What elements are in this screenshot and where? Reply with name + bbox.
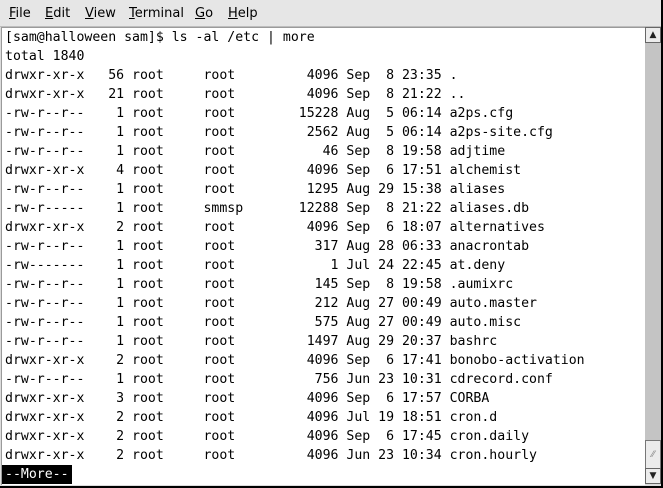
terminal-line: -rw-r--r-- 1 root root 145 Sep 8 19:58 .…: [5, 277, 514, 292]
terminal-line: drwxr-xr-x 2 root root 4096 Sep 6 17:45 …: [5, 429, 530, 444]
vertical-scrollbar[interactable]: ▲ ⁄⁄ ▼: [645, 27, 661, 484]
terminal-line: drwxr-xr-x 3 root root 4096 Sep 6 17:57 …: [5, 391, 490, 406]
terminal-line: -rw------- 1 root root 1 Jul 24 22:45 at…: [5, 258, 506, 273]
scrollbar-thumb[interactable]: ⁄⁄: [645, 440, 661, 470]
terminal-line: -rw-r--r-- 1 root root 317 Aug 28 06:33 …: [5, 239, 530, 254]
menu-terminal[interactable]: Terminal: [129, 6, 184, 21]
terminal-output[interactable]: [sam@halloween sam]$ ls -al /etc | more t…: [1, 27, 645, 485]
terminal-line: -rw-r--r-- 1 root root 1497 Aug 29 20:37…: [5, 334, 498, 349]
menu-view[interactable]: View: [85, 6, 116, 21]
terminal-line: -rw-r--r-- 1 root root 15228 Aug 5 06:14…: [5, 106, 514, 121]
terminal-line: -rw-r----- 1 root smmsp 12288 Sep 8 21:2…: [5, 201, 530, 216]
terminal-line: -rw-r--r-- 1 root root 1295 Aug 29 15:38…: [5, 182, 506, 197]
command-line: [sam@halloween sam]$ ls -al /etc | more: [5, 30, 315, 45]
scroll-down-arrow-icon[interactable]: ▼: [645, 468, 661, 484]
terminal-line: total 1840: [5, 49, 85, 64]
terminal-line: -rw-r--r-- 1 root root 212 Aug 27 00:49 …: [5, 296, 537, 311]
menu-bar: File Edit View Terminal Go Help: [0, 0, 661, 27]
more-pager-prompt: --More--: [2, 465, 72, 484]
terminal-line: -rw-r--r-- 1 root root 575 Aug 27 00:49 …: [5, 315, 522, 330]
terminal-line: drwxr-xr-x 21 root root 4096 Sep 8 21:22…: [5, 87, 466, 102]
terminal-line: drwxr-xr-x 4 root root 4096 Sep 6 17:51 …: [5, 163, 522, 178]
menu-file[interactable]: File: [9, 6, 31, 21]
terminal-line: drwxr-xr-x 2 root root 4096 Sep 6 18:07 …: [5, 220, 545, 235]
terminal-line: drwxr-xr-x 2 root root 4096 Sep 6 17:41 …: [5, 353, 585, 368]
terminal-text: [sam@halloween sam]$ ls -al /etc | more t…: [2, 28, 585, 484]
menu-edit[interactable]: Edit: [45, 6, 71, 21]
menu-help[interactable]: Help: [228, 6, 258, 21]
pager-line: --More--: [2, 465, 585, 484]
terminal-line: drwxr-xr-x 56 root root 4096 Sep 8 23:35…: [5, 68, 458, 83]
terminal-line: drwxr-xr-x 2 root root 4096 Jul 19 18:51…: [5, 410, 498, 425]
terminal-line: drwxr-xr-x 2 root root 4096 Jun 23 10:34…: [5, 448, 537, 463]
terminal-line: -rw-r--r-- 1 root root 756 Jun 23 10:31 …: [5, 372, 553, 387]
terminal-line: -rw-r--r-- 1 root root 2562 Aug 5 06:14 …: [5, 125, 553, 140]
scroll-up-arrow-icon[interactable]: ▲: [645, 27, 661, 43]
menu-go[interactable]: Go: [195, 6, 214, 21]
terminal-line: -rw-r--r-- 1 root root 46 Sep 8 19:58 ad…: [5, 144, 506, 159]
